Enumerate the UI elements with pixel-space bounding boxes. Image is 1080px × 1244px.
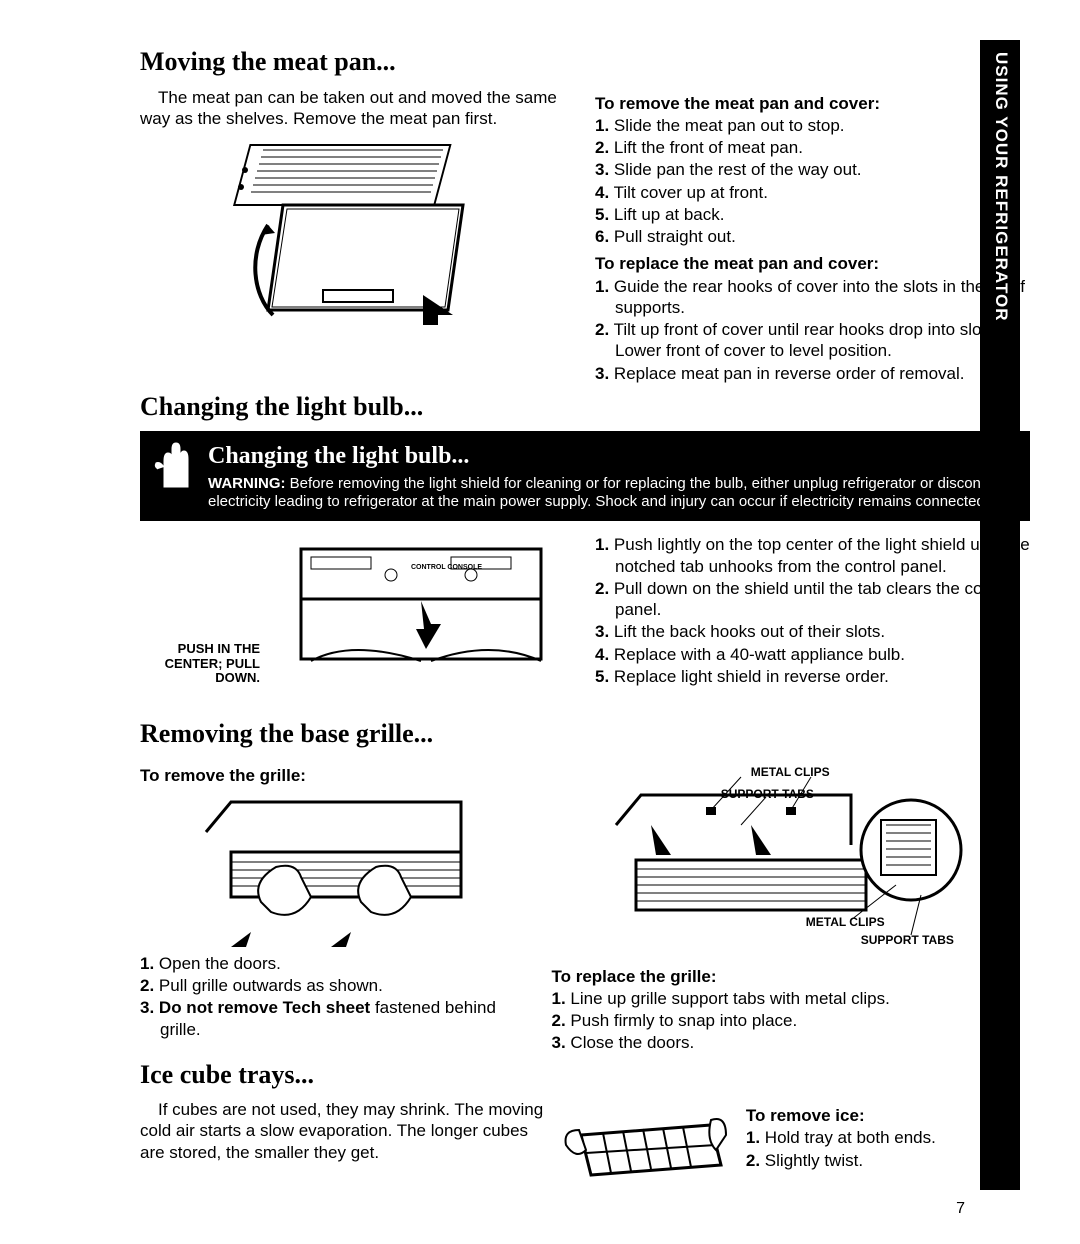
- meat-pan-illustration: [223, 135, 493, 325]
- meat-pan-intro: The meat pan can be taken out and moved …: [140, 87, 575, 130]
- section-title-grille: Removing the base grille...: [140, 718, 1030, 751]
- grille-replace-subhead: To replace the grille:: [552, 966, 1031, 987]
- sidebar-label: USING YOUR REFRIGERATOR: [991, 52, 1012, 322]
- warning-title: Changing the light bulb...: [208, 441, 1018, 471]
- grille-remove-subhead: To remove the grille:: [140, 765, 532, 786]
- meat-remove-subhead: To remove the meat pan and cover:: [595, 93, 1030, 114]
- section-title-meat-pan: Moving the meat pan...: [140, 46, 1030, 79]
- light-shield-illustration: CONTROL CONSOLE: [291, 539, 551, 679]
- grille-replace-illustration: METAL CLIPS SUPPORT TABS METAL CLIPS SUP…: [611, 765, 971, 960]
- grille-replace-list: 1. Line up grille support tabs with meta…: [552, 988, 1031, 1054]
- meat-replace-subhead: To replace the meat pan and cover:: [595, 253, 1030, 274]
- meat-remove-list: 1. Slide the meat pan out to stop. 2. Li…: [595, 115, 1030, 248]
- grille-remove-list: 1. Open the doors. 2. Pull grille outwar…: [140, 953, 532, 1040]
- warning-box: Changing the light bulb... WARNING: Befo…: [140, 431, 1030, 521]
- warning-body: WARNING: Before removing the light shiel…: [208, 475, 1018, 511]
- section-title-ice: Ice cube trays...: [140, 1059, 1030, 1092]
- grille-remove-illustration: [201, 792, 471, 947]
- page-number: 7: [956, 1199, 965, 1219]
- light-caption: PUSH IN THE CENTER; PULL DOWN.: [140, 642, 260, 685]
- ice-intro: If cubes are not used, they may shrink. …: [140, 1099, 546, 1163]
- meat-replace-list: 1. Guide the rear hooks of cover into th…: [595, 276, 1030, 384]
- ice-tray-illustration: [561, 1105, 731, 1190]
- section-title-light-bulb: Changing the light bulb...: [140, 391, 1030, 424]
- light-steps-list: 1. Push lightly on the top center of the…: [595, 534, 1030, 687]
- hand-stop-icon: [152, 441, 196, 489]
- svg-text:CONTROL CONSOLE: CONTROL CONSOLE: [411, 564, 482, 571]
